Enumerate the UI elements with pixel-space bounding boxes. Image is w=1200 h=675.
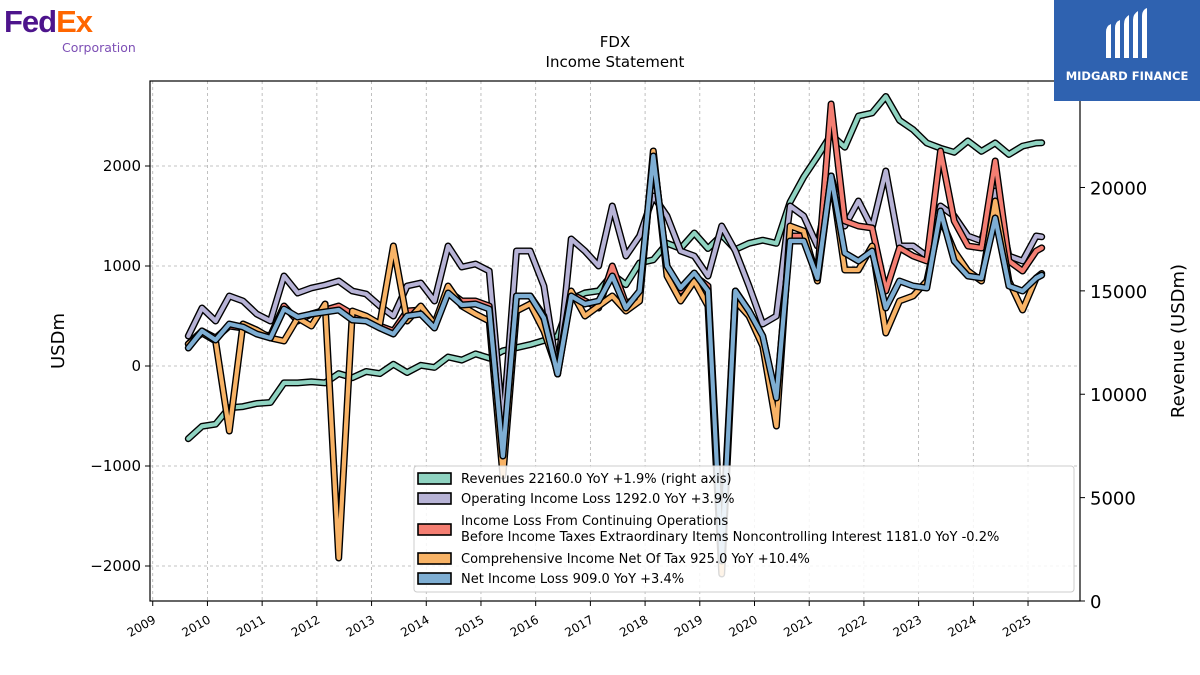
y-tick-label: −1000 xyxy=(90,457,141,475)
y2-tick-label: 5000 xyxy=(1090,489,1136,510)
midgard-finance-text: MIDGARD FINANCE xyxy=(1065,69,1189,83)
x-tick-label: 2015 xyxy=(453,612,486,639)
series-group xyxy=(184,152,1046,565)
legend-box xyxy=(413,465,1075,593)
y2-tick-label: 0 xyxy=(1090,592,1101,613)
x-tick-label: 2020 xyxy=(727,612,760,639)
legend-entry: Revenues 22160.0 YoY +1.9% (right axis) xyxy=(461,472,732,487)
x-tick-label: 2019 xyxy=(672,612,705,639)
legend-entry: Comprehensive Income Net Of Tax 925.0 Yo… xyxy=(461,552,810,567)
x-tick-label: 2025 xyxy=(1000,612,1033,639)
legend-swatch xyxy=(417,472,452,485)
legend-swatch xyxy=(417,523,452,536)
series-group xyxy=(184,167,1046,430)
x-tick-label: 2024 xyxy=(945,612,978,639)
x-tick-label: 2012 xyxy=(289,612,322,639)
plot-frame xyxy=(149,80,1081,602)
fedex-fed-text: Fed xyxy=(4,4,57,39)
x-tick-label: 2009 xyxy=(125,612,158,639)
legend-entry: Net Income Loss 909.0 YoY +3.4% xyxy=(461,572,684,587)
chart-subtitle: Income Statement xyxy=(546,53,685,71)
y2-tick-label: 10000 xyxy=(1090,385,1147,406)
y-axis-label: USDm xyxy=(48,313,69,369)
y-tick-label: −2000 xyxy=(90,557,141,575)
x-tick-label: 2010 xyxy=(179,612,212,639)
x-tick-label: 2013 xyxy=(344,612,377,639)
series-line xyxy=(186,153,1044,564)
fedex-wordmark: FedEx xyxy=(4,4,93,40)
legend-entry: Income Loss From Continuing Operations xyxy=(461,514,728,529)
y2-tick-label: 20000 xyxy=(1090,178,1147,199)
x-tick-label: 2014 xyxy=(398,612,431,639)
x-tick-label: 2016 xyxy=(508,612,541,639)
midgard-monogram-icon xyxy=(1106,8,1147,58)
legend-swatch xyxy=(417,572,452,585)
x-tick-label: 2017 xyxy=(562,612,595,639)
y-tick-label: 0 xyxy=(131,357,141,375)
x-tick-label: 2023 xyxy=(891,612,924,639)
series-line xyxy=(186,168,1044,429)
fedex-corporation-text: Corporation xyxy=(62,40,136,55)
midgard-finance-logo: MIDGARD FINANCE xyxy=(1054,0,1200,101)
fedex-logo: FedEx Corporation xyxy=(4,4,154,56)
legend-swatch xyxy=(417,552,452,565)
y2-axis-label: Revenue (USDm) xyxy=(1168,264,1189,418)
legend-entry-line2: Before Income Taxes Extraordinary Items … xyxy=(461,530,999,545)
x-tick-label: 2011 xyxy=(234,612,267,639)
x-tick-label: 2021 xyxy=(781,612,814,639)
fedex-ex-text: Ex xyxy=(56,4,93,39)
series-line xyxy=(186,148,1044,577)
legend-swatch xyxy=(417,492,452,505)
y2-tick-label: 15000 xyxy=(1090,282,1147,303)
chart-title: FDX xyxy=(600,33,630,51)
legend: Revenues 22160.0 YoY +1.9% (right axis) … xyxy=(413,465,1075,593)
y-tick-label: 1000 xyxy=(103,257,141,275)
series-lines xyxy=(184,93,1046,578)
x-tick-label: 2022 xyxy=(836,612,869,639)
x-tick-label: 2018 xyxy=(617,612,650,639)
legend-entry: Operating Income Loss 1292.0 YoY +3.9% xyxy=(461,492,735,507)
y-tick-label: 2000 xyxy=(103,157,141,175)
series-group xyxy=(184,147,1046,578)
